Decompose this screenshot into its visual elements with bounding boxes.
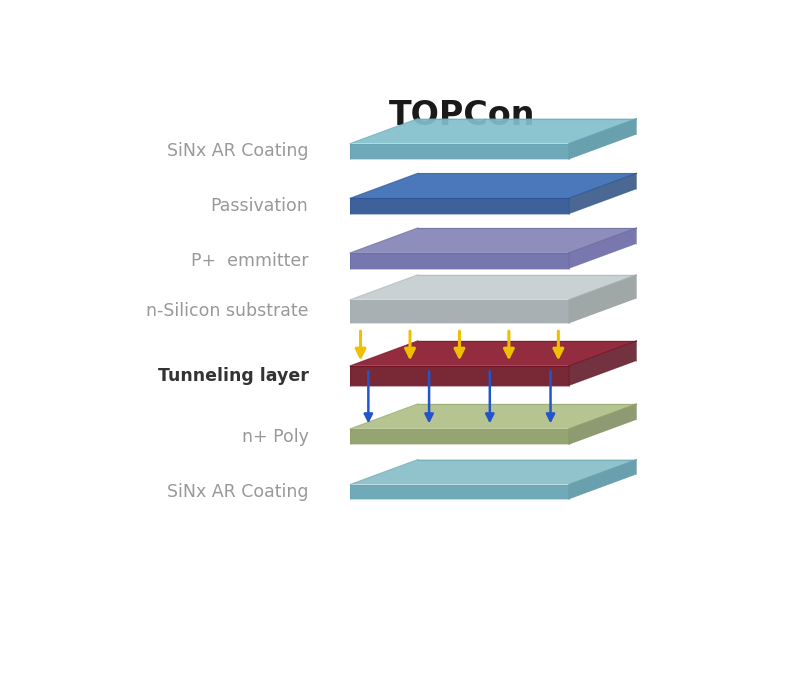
Polygon shape: [569, 341, 637, 385]
Text: TOPCon: TOPCon: [389, 99, 535, 132]
Polygon shape: [569, 118, 637, 160]
Text: SiNx AR Coating: SiNx AR Coating: [167, 483, 309, 501]
Polygon shape: [350, 341, 637, 366]
Polygon shape: [350, 299, 569, 323]
Text: P+  emmitter: P+ emmitter: [191, 251, 309, 270]
Polygon shape: [350, 366, 569, 385]
Polygon shape: [350, 198, 569, 214]
Polygon shape: [350, 485, 569, 499]
Text: Passivation: Passivation: [210, 197, 309, 215]
Polygon shape: [569, 173, 637, 214]
Polygon shape: [350, 228, 637, 253]
Text: n-Silicon substrate: n-Silicon substrate: [146, 302, 309, 320]
Polygon shape: [350, 429, 569, 444]
Polygon shape: [350, 173, 637, 198]
Polygon shape: [350, 460, 637, 485]
Polygon shape: [350, 274, 637, 299]
Polygon shape: [569, 228, 637, 268]
Polygon shape: [569, 460, 637, 499]
Text: n+ Poly: n+ Poly: [242, 428, 309, 445]
Text: SiNx AR Coating: SiNx AR Coating: [167, 143, 309, 160]
Text: Tunneling layer: Tunneling layer: [158, 367, 309, 385]
Polygon shape: [350, 143, 569, 160]
Polygon shape: [350, 404, 637, 429]
Polygon shape: [350, 118, 637, 143]
Polygon shape: [350, 253, 569, 268]
Polygon shape: [569, 274, 637, 323]
Polygon shape: [569, 404, 637, 444]
